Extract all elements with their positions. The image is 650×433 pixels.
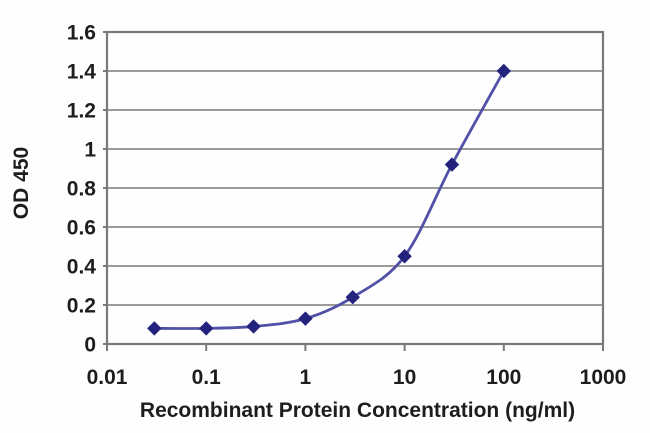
x-tick-label: 0.01 bbox=[87, 366, 128, 389]
data-point-marker bbox=[198, 321, 214, 336]
data-point-marker bbox=[298, 311, 313, 326]
y-tick-label: 0.2 bbox=[67, 295, 96, 318]
y-tick-label: 0.8 bbox=[67, 178, 97, 201]
data-point-marker bbox=[444, 157, 460, 172]
y-tick-label: 1.6 bbox=[67, 22, 96, 45]
y-tick-label: 0.4 bbox=[67, 256, 97, 279]
y-tick-label: 1 bbox=[84, 139, 96, 162]
x-tick-label: 1000 bbox=[580, 366, 627, 389]
x-tick-label: 1 bbox=[300, 366, 312, 389]
data-point-marker bbox=[246, 319, 261, 334]
x-tick-label: 100 bbox=[486, 366, 521, 389]
y-tick-label: 1.2 bbox=[67, 100, 96, 123]
data-point-marker bbox=[397, 249, 412, 264]
x-tick-label: 0.1 bbox=[192, 366, 222, 389]
x-axis-title: Recombinant Protein Concentration (ng/ml… bbox=[139, 399, 576, 422]
y-axis-title: OD 450 bbox=[10, 146, 33, 220]
data-point-marker bbox=[147, 321, 162, 336]
y-tick-label: 0 bbox=[84, 334, 96, 357]
data-point-marker bbox=[345, 289, 360, 305]
x-tick-label: 10 bbox=[393, 366, 416, 389]
y-tick-label: 1.4 bbox=[67, 61, 97, 84]
y-tick-label: 0.6 bbox=[67, 217, 96, 240]
data-point-marker bbox=[496, 63, 512, 79]
